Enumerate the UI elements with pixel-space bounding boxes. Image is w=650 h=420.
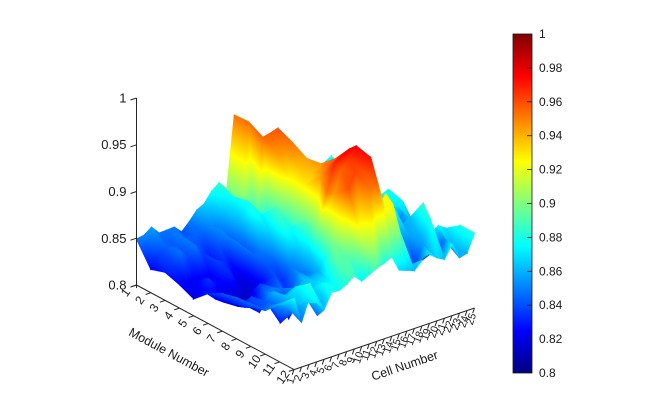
svg-text:0.8: 0.8 <box>108 278 126 293</box>
svg-text:7: 7 <box>329 361 342 370</box>
svg-text:20: 20 <box>426 324 441 339</box>
svg-text:5: 5 <box>314 366 327 375</box>
svg-text:10: 10 <box>351 350 366 365</box>
svg-text:3: 3 <box>299 371 312 380</box>
svg-text:19: 19 <box>419 327 434 342</box>
svg-text:21: 21 <box>434 322 449 337</box>
svg-text:0.96: 0.96 <box>539 95 563 109</box>
svg-text:0.9: 0.9 <box>108 184 126 199</box>
svg-text:0.84: 0.84 <box>539 298 563 312</box>
svg-text:8: 8 <box>337 358 350 367</box>
svg-text:14: 14 <box>381 340 396 355</box>
svg-text:0.86: 0.86 <box>539 264 563 278</box>
svg-text:1: 1 <box>284 376 297 385</box>
svg-text:24: 24 <box>456 314 471 329</box>
svg-text:18: 18 <box>411 330 426 345</box>
svg-text:13: 13 <box>374 342 389 357</box>
svg-text:0.9: 0.9 <box>539 197 556 211</box>
svg-text:1: 1 <box>119 91 126 106</box>
svg-text:4: 4 <box>307 368 320 377</box>
svg-text:0.92: 0.92 <box>539 163 563 177</box>
svg-text:16: 16 <box>396 335 411 350</box>
svg-text:0.82: 0.82 <box>539 332 563 346</box>
svg-text:9: 9 <box>345 355 358 364</box>
svg-text:12: 12 <box>366 345 381 360</box>
svg-text:6: 6 <box>322 363 335 372</box>
svg-text:23: 23 <box>449 317 464 332</box>
svg-text:22: 22 <box>441 319 456 334</box>
svg-text:0.94: 0.94 <box>539 129 563 143</box>
svg-text:0.8: 0.8 <box>539 366 556 380</box>
svg-text:11: 11 <box>359 348 374 362</box>
svg-text:1: 1 <box>539 27 546 41</box>
svg-text:0.95: 0.95 <box>101 137 126 152</box>
svg-text:2: 2 <box>292 373 305 382</box>
svg-text:0.85: 0.85 <box>101 231 126 246</box>
svg-text:0.88: 0.88 <box>539 230 563 244</box>
svg-text:25: 25 <box>464 312 479 327</box>
svg-text:0.98: 0.98 <box>539 61 563 75</box>
svg-text:17: 17 <box>404 332 419 347</box>
svg-text:15: 15 <box>389 337 404 352</box>
